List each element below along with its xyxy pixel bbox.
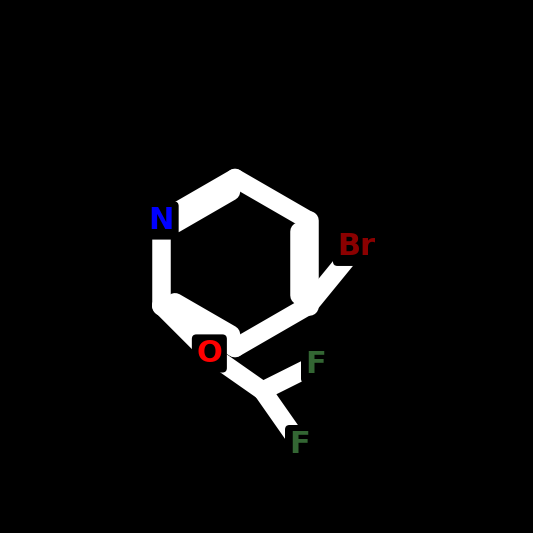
Text: O: O xyxy=(197,339,222,368)
Text: F: F xyxy=(305,350,326,378)
Text: Br: Br xyxy=(337,232,376,261)
Text: F: F xyxy=(289,430,310,458)
Text: N: N xyxy=(149,206,174,235)
